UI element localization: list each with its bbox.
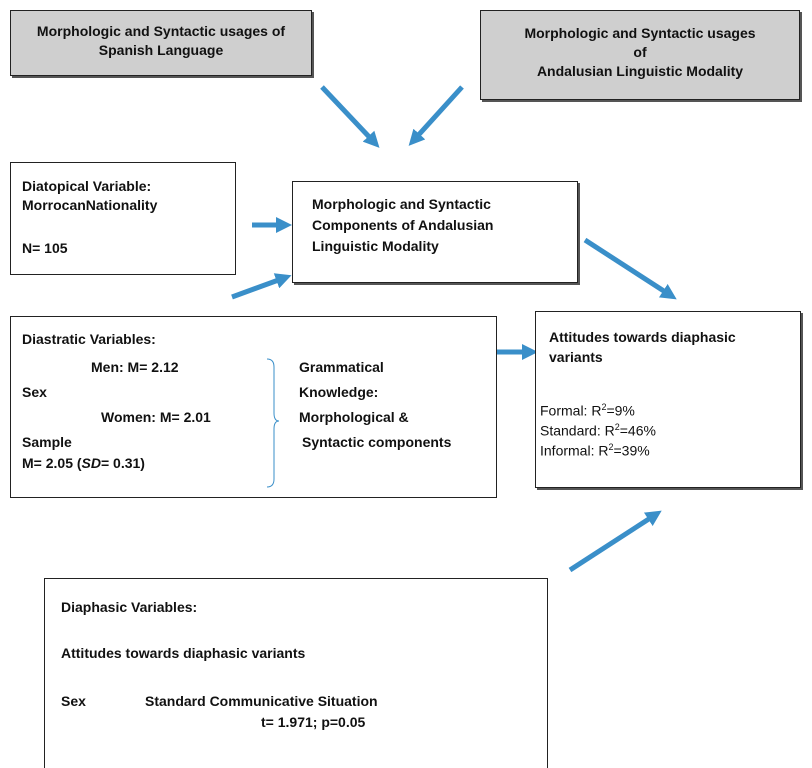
andalusian-usages-line1: Morphologic and Syntactic usages (524, 25, 756, 41)
diatopical-variable-box: Diatopical Variable: MorrocanNationality… (10, 162, 236, 275)
arrow-diastratic-to-components (231, 273, 292, 300)
diaphasic-situation: Standard Communicative Situation (145, 693, 378, 709)
diastratic-title: Diastratic Variables: (22, 331, 156, 347)
diastratic-gk2: Knowledge: (299, 384, 379, 400)
diaphasic-title: Diaphasic Variables: (61, 599, 198, 615)
diaphasic-sex: Sex (61, 693, 86, 709)
arrow-spanish-to-components (320, 85, 380, 148)
diaphasic-stat: t= 1.971; p=0.05 (261, 714, 366, 730)
diastratic-gk1: Grammatical (299, 359, 384, 375)
attitudes-standard: Standard: R2=46% (540, 422, 656, 439)
diastratic-men: Men: M= 2.12 (91, 359, 179, 375)
diastratic-sample-stats: M= 2.05 (SD= 0.31) (22, 455, 145, 471)
diastratic-bracket (266, 358, 280, 488)
diastratic-sex: Sex (22, 384, 47, 400)
attitudes-title1: Attitudes towards diaphasic (549, 329, 736, 345)
components-line3: Linguistic Modality (312, 238, 439, 254)
diatopical-line1: Diatopical Variable: (22, 178, 152, 194)
diatopical-line2: MorrocanNationality (22, 197, 158, 213)
attitudes-informal: Informal: R2=39% (540, 442, 650, 459)
attitudes-title2: variants (549, 349, 603, 365)
attitudes-box: Attitudes towards diaphasic variants For… (535, 311, 801, 488)
arrow-components-to-attitudes (583, 237, 677, 300)
andalusian-usages-line3: Andalusian Linguistic Modality (536, 63, 744, 79)
arrow-andalusian-to-components (408, 85, 464, 146)
components-line1: Morphologic and Syntactic (312, 196, 491, 212)
diatopical-n: N= 105 (22, 240, 68, 256)
andalusian-usages-box: Morphologic and Syntactic usages of Anda… (480, 10, 800, 100)
andalusian-usages-line2: of (633, 44, 647, 60)
diaphasic-variables-box: Diaphasic Variables: Attitudes towards d… (44, 578, 548, 768)
spanish-usages-line2: Spanish Language (98, 42, 224, 58)
diastratic-sample: Sample (22, 434, 72, 450)
spanish-usages-line1: Morphologic and Syntactic usages of (36, 23, 286, 39)
spanish-usages-box: Morphologic and Syntactic usages of Span… (10, 10, 312, 76)
components-line2: Components of Andalusian (312, 217, 494, 233)
diaphasic-subtitle: Attitudes towards diaphasic variants (61, 645, 306, 661)
arrow-diaphasic-to-attitudes (568, 510, 662, 573)
attitudes-formal: Formal: R2=9% (540, 402, 635, 419)
components-box: Morphologic and Syntactic Components of … (292, 181, 578, 283)
diastratic-gk3: Morphological & (299, 409, 409, 425)
diastratic-women: Women: M= 2.01 (101, 409, 211, 425)
diastratic-gk4: Syntactic components (302, 434, 452, 450)
diastratic-variables-box: Diastratic Variables: Men: M= 2.12 Sex W… (10, 316, 497, 498)
